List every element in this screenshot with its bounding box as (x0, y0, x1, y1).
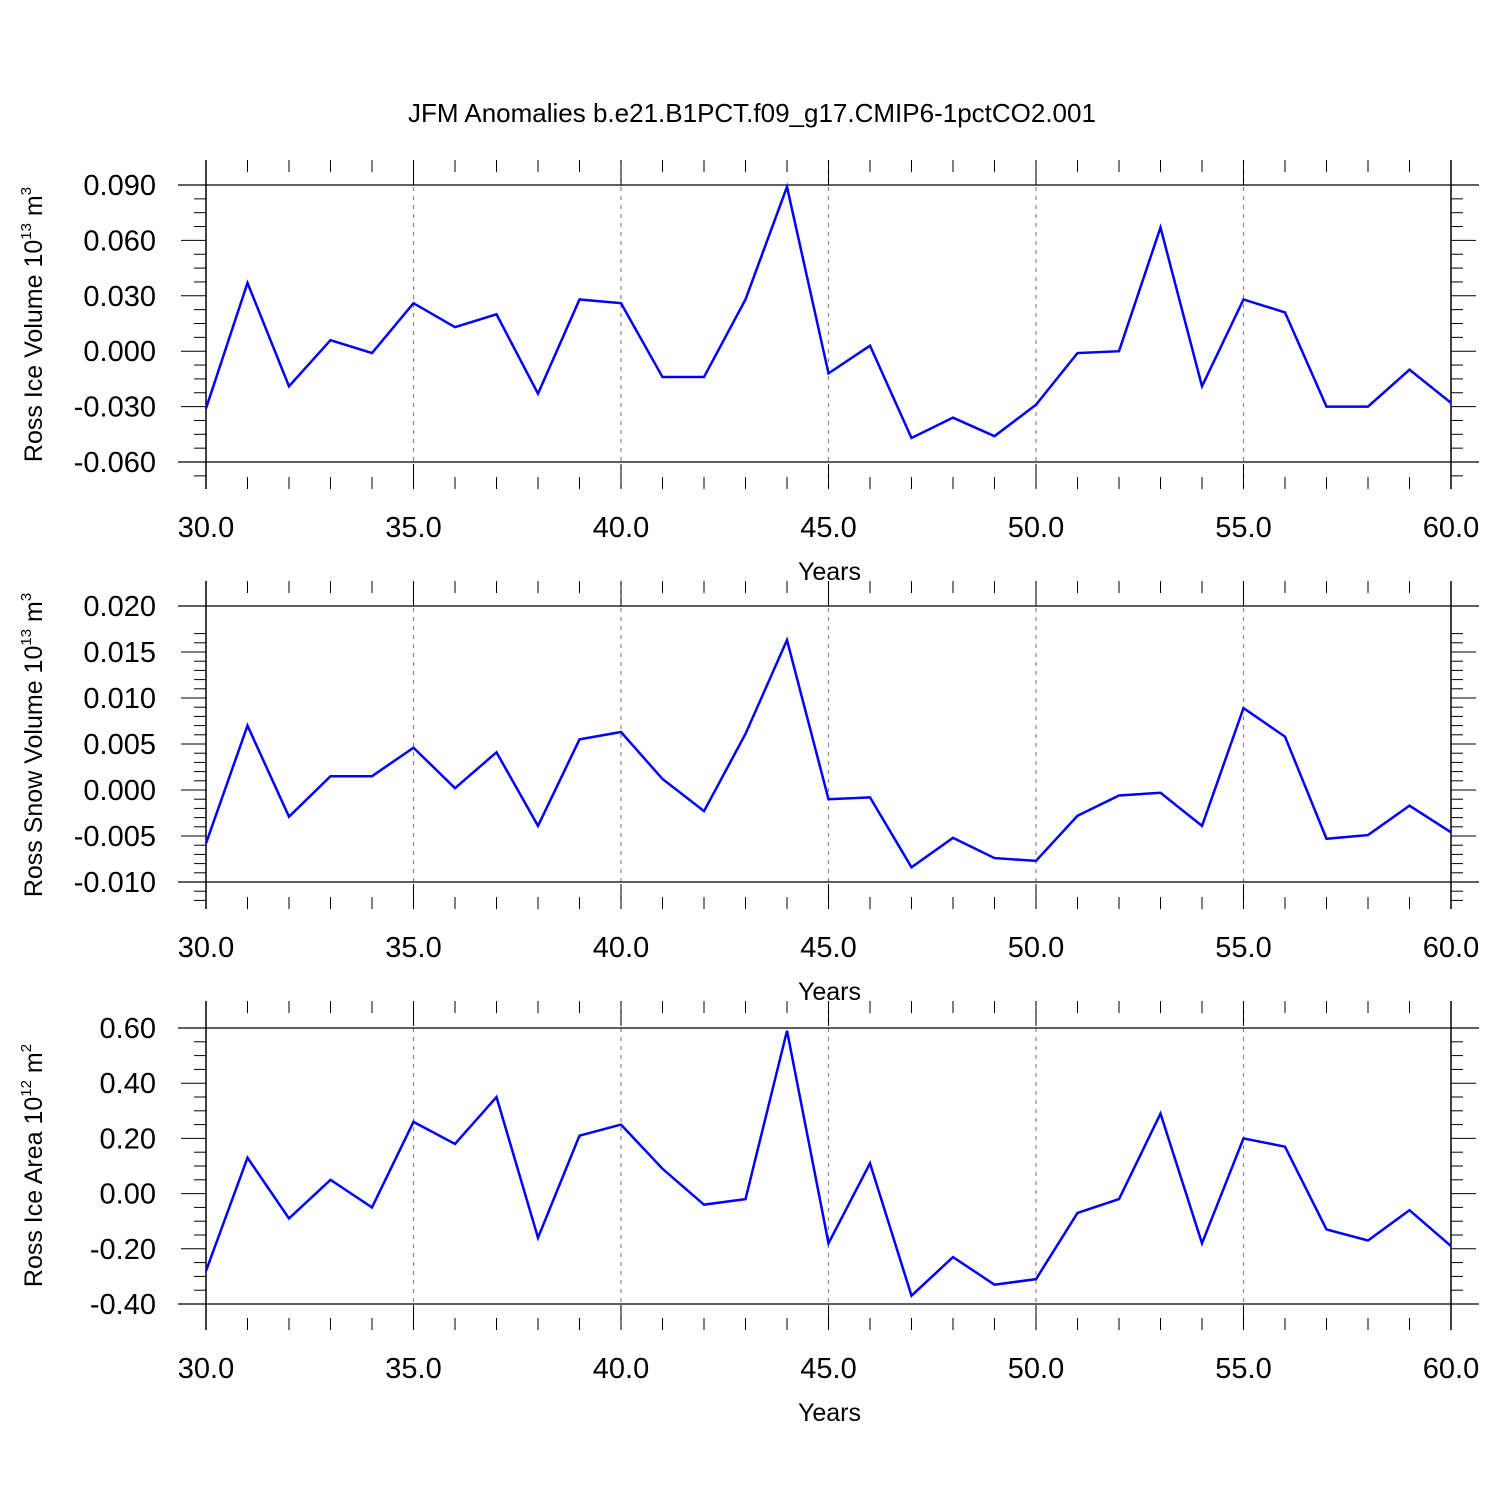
x-tick-label-snow-volume: 50.0 (1008, 932, 1064, 964)
x-tick-label-snow-volume: 40.0 (593, 932, 649, 964)
x-tick-label-ice-area: 30.0 (178, 1353, 234, 1385)
panel-ice-area: -0.40 -0.20 0.00 0.20 0.40 0.60 30.0 35.0 40.0 45… (18, 1001, 1479, 1427)
y-tick-label-ice-volume: 0.060 (83, 225, 156, 257)
x-tick-label-ice-area: 40.0 (593, 1353, 649, 1385)
x-tick-label-snow-volume: 60.0 (1423, 932, 1479, 964)
x-tick-label-ice-volume: 50.0 (1008, 512, 1064, 544)
y-tick-label-snow-volume: 0.000 (83, 775, 156, 807)
y-tick-label-ice-area: 0.40 (100, 1068, 156, 1100)
y-tick-label-ice-area: 0.60 (100, 1013, 156, 1045)
series-line-snow-volume (204, 636, 1452, 870)
y-tick-label-ice-area: 0.20 (100, 1123, 156, 1155)
x-axis-label-ice-volume: Years (798, 558, 861, 586)
y-tick-label-ice-area: -0.40 (90, 1289, 156, 1321)
series-line-ice-area (204, 1030, 1452, 1298)
y-tick-label-ice-volume: -0.060 (74, 447, 156, 479)
x-tick-label-ice-volume: 60.0 (1423, 512, 1479, 544)
y-tick-label-snow-volume: -0.010 (74, 867, 156, 899)
y-axis-label-snow-volume: Ross Snow Volume 1013 m3 (18, 593, 48, 897)
y-tick-label-ice-area: 0.00 (100, 1179, 156, 1211)
x-tick-label-ice-volume: 45.0 (800, 512, 856, 544)
y-tick-label-snow-volume: 0.015 (83, 637, 156, 669)
panel-snow-volume: -0.010 -0.005 0.000 0.005 0.010 0.015 0.020 30.… (18, 581, 1479, 1006)
x-tick-label-snow-volume: 35.0 (385, 932, 441, 964)
x-tick-label-ice-area: 60.0 (1423, 1353, 1479, 1385)
y-axis-label-ice-area: Ross Ice Area 1012 m2 (18, 1044, 48, 1287)
x-tick-label-ice-volume: 30.0 (178, 512, 234, 544)
x-tick-label-ice-volume: 35.0 (385, 512, 441, 544)
series-line-ice-volume (204, 182, 1452, 440)
x-axis-label-snow-volume: Years (798, 978, 861, 1006)
x-tick-label-ice-area: 50.0 (1008, 1353, 1064, 1385)
x-axis-label-ice-area: Years (798, 1399, 861, 1427)
x-tick-label-snow-volume: 55.0 (1215, 932, 1271, 964)
y-tick-label-snow-volume: 0.020 (83, 591, 156, 623)
x-tick-label-ice-volume: 55.0 (1215, 512, 1271, 544)
chart-title: JFM Anomalies b.e21.B1PCT.f09_g17.CMIP6-… (408, 98, 1096, 128)
y-tick-label-snow-volume: -0.005 (74, 821, 156, 853)
y-tick-label-ice-volume: 0.000 (83, 336, 156, 368)
y-tick-label-ice-volume: 0.030 (83, 281, 156, 313)
x-tick-label-ice-area: 55.0 (1215, 1353, 1271, 1385)
x-tick-label-snow-volume: 45.0 (800, 932, 856, 964)
y-tick-label-snow-volume: 0.005 (83, 729, 156, 761)
x-tick-label-ice-area: 35.0 (385, 1353, 441, 1385)
x-tick-label-ice-volume: 40.0 (593, 512, 649, 544)
y-tick-label-ice-area: -0.20 (90, 1234, 156, 1266)
y-tick-label-ice-volume: 0.090 (83, 170, 156, 202)
y-tick-label-snow-volume: 0.010 (83, 683, 156, 715)
x-tick-label-ice-area: 45.0 (800, 1353, 856, 1385)
x-tick-label-snow-volume: 30.0 (178, 932, 234, 964)
y-axis-label-ice-volume: Ross Ice Volume 1013 m3 (18, 187, 48, 462)
panel-ice-volume: -0.060 -0.030 0.000 0.030 0.060 0.090 30.0 35.0… (18, 160, 1479, 586)
y-tick-label-ice-volume: -0.030 (74, 392, 156, 424)
